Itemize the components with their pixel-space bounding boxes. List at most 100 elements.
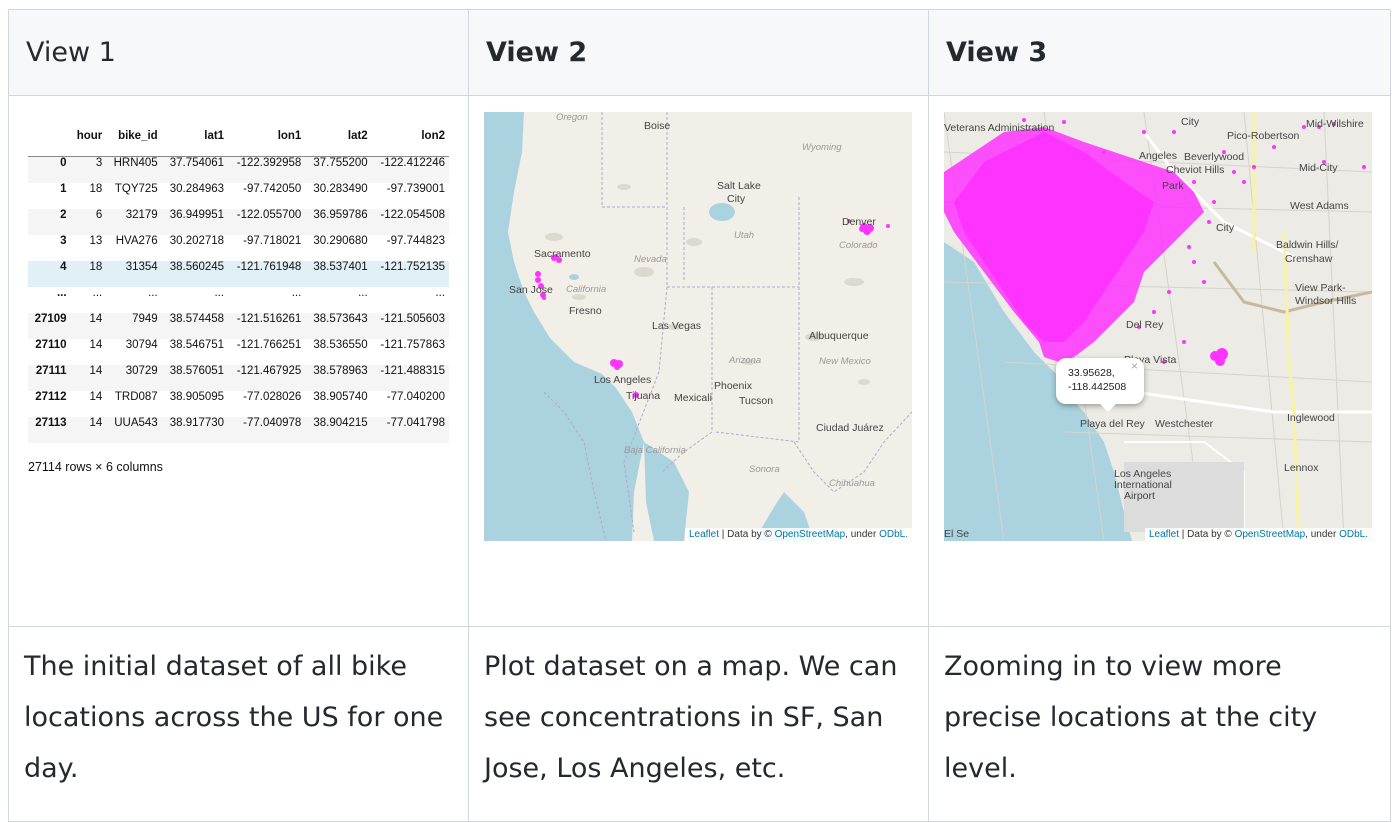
map-place-label: Playa del Rey: [1080, 418, 1145, 430]
map-place-label: Mid-City: [1299, 162, 1338, 174]
map-place-label: Fresno: [569, 305, 602, 317]
dataframe-cell: 3: [95, 157, 103, 169]
map-place-label: Tucson: [739, 395, 774, 407]
dataframe-cell: ...: [291, 287, 302, 299]
dataframe-index: 27109: [34, 313, 67, 325]
map-place-label: Westchester: [1155, 418, 1214, 430]
dataframe-cell: -121.757863: [380, 339, 445, 351]
dataframe-index: 0: [60, 157, 67, 169]
dataframe-cell: 37.755200: [313, 157, 368, 169]
dataframe-cell: UUA543: [114, 417, 158, 429]
map-place-label: Nevada: [634, 254, 667, 265]
map-place-label: El Se: [944, 528, 970, 540]
map-1-attribution: Leaflet | Data by © OpenStreetMap, under…: [684, 528, 912, 541]
dataframe-index: 4: [60, 261, 67, 273]
dataframe-column-header: lat2: [347, 130, 368, 142]
map-place-label: Windsor Hills: [1295, 295, 1357, 307]
dataframe-index: 1: [60, 183, 67, 195]
dataframe-cell: -122.054508: [380, 209, 445, 221]
dataframe-cell: -122.412246: [380, 157, 445, 169]
osm-link[interactable]: OpenStreetMap: [1234, 529, 1306, 540]
map-place-label: Sacramento: [534, 248, 591, 260]
dataframe: hour bike_id lat1 lon1 lat2 lon2 0 3 HRN405 37.7…: [28, 130, 449, 474]
map-place-label: Lennox: [1284, 462, 1319, 474]
map-place-label: Phoenix: [714, 380, 752, 392]
dataframe-cell: 38.536550: [313, 339, 368, 351]
map-place-label: Pico-Robertson: [1227, 130, 1300, 142]
map-place-label: Beverlywood: [1184, 151, 1245, 163]
odbl-link[interactable]: ODbL.: [1339, 529, 1368, 540]
dataframe-cell: ...: [214, 287, 225, 299]
dataframe-cell: 37.754061: [169, 157, 225, 169]
leaflet-link[interactable]: Leaflet: [1148, 529, 1180, 540]
dataframe-cell: -121.467925: [236, 365, 302, 377]
dataframe-cell: -97.744823: [386, 235, 445, 247]
bike-location-markers: [535, 219, 890, 398]
dataframe-cell: 38.905740: [313, 391, 368, 403]
la-map[interactable]: Veterans Administration City Pico-Robertso…: [944, 112, 1372, 541]
map-place-label: Boise: [644, 120, 671, 132]
dataframe-cell: 38.546751: [169, 339, 225, 351]
map-place-label: Los Angeles: [594, 374, 652, 386]
map-place-label: Tijuana: [626, 390, 661, 402]
dataframe-index: 2: [60, 209, 67, 221]
view-1-cell: hour bike_id lat1 lon1 lat2 lon2 0 3 HRN405 37.7…: [8, 95, 469, 627]
dataframe-cell: -97.742050: [243, 183, 302, 195]
dataframe-cell: -77.040978: [243, 417, 302, 429]
dataframe-cell: -97.739001: [386, 183, 445, 195]
map-place-label: Mid-Wilshire: [1306, 118, 1364, 130]
dataframe-column-header: bike_id: [118, 130, 158, 142]
dataframe-cell: 18: [89, 183, 103, 195]
osm-link[interactable]: OpenStreetMap: [774, 529, 846, 540]
dataframe-row: 4 18 31354 38.560245 -121.761948 38.537401 -12…: [28, 261, 449, 287]
dataframe-cell: 30.283490: [313, 183, 368, 195]
dataframe-column-header: [28, 130, 71, 157]
map-place-label: International: [1114, 479, 1172, 491]
dataframe-shape: 27114 rows × 6 columns: [28, 460, 163, 474]
view-3-cell: Veterans Administration City Pico-Robertso…: [928, 95, 1391, 627]
leaflet-link[interactable]: Leaflet: [688, 529, 720, 540]
dataframe-index: 27110: [35, 339, 67, 351]
dataframe-index: ...: [56, 287, 67, 299]
dataframe-row: 0 3 HRN405 37.754061 -122.392958 37.755200 -12…: [28, 156, 449, 183]
map-place-label: Mexicali: [674, 392, 712, 404]
map-place-label: Denver: [842, 216, 876, 228]
header-view-2: View 2: [468, 9, 929, 96]
map-place-label: Los Angeles: [1114, 468, 1172, 480]
dataframe-cell: 6: [95, 209, 103, 221]
dataframe-cell: -77.041798: [386, 417, 445, 429]
dataframe-table: hour bike_id lat1 lon1 lat2 lon2 0 3 HRN405 37.7…: [28, 130, 449, 443]
caption-view-3: Zooming in to view more precise location…: [928, 626, 1391, 822]
dataframe-index: 27111: [35, 365, 67, 377]
dataframe-row: 2 6 32179 36.949951 -122.055700 36.959786 -122…: [28, 209, 449, 235]
map-place-label: Chihuahua: [829, 478, 875, 489]
dataframe-cell: 14: [89, 313, 103, 325]
dataframe-column-header: lon1: [277, 130, 302, 142]
dataframe-cell: 38.917730: [169, 417, 225, 429]
popup-close-icon[interactable]: ×: [1130, 359, 1138, 373]
dataframe-cell: TRD087: [114, 391, 158, 403]
map-place-label: West Adams: [1290, 200, 1349, 212]
dataframe-cell: 18: [89, 261, 103, 273]
us-map[interactable]: Oregon Boise Wyoming Salt Lake City Utah Nevad…: [484, 112, 912, 541]
map-place-label: City: [1216, 222, 1235, 234]
dataframe-cell: 30.202718: [169, 235, 225, 247]
dataframe-cell: 30.290680: [313, 235, 368, 247]
dataframe-cell: -121.752135: [380, 261, 445, 273]
map-place-label: Albuquerque: [809, 330, 869, 342]
odbl-link[interactable]: ODbL.: [879, 529, 908, 540]
dataframe-cell: -122.055700: [236, 209, 302, 221]
header-view-1: View 1: [8, 9, 469, 96]
dataframe-cell: ...: [435, 287, 445, 299]
dataframe-cell: 38.905095: [169, 391, 225, 403]
dataframe-row: .....................: [28, 287, 449, 313]
map-place-label: Oregon: [556, 112, 588, 123]
dataframe-cell: 38.574458: [169, 313, 225, 325]
map-place-label: New Mexico: [819, 356, 871, 367]
dataframe-cell: 14: [89, 417, 103, 429]
dataframe-cell: -97.718021: [243, 235, 302, 247]
map-place-label: San Jose: [509, 284, 553, 296]
dataframe-row: 27109 14 7949 38.574458 -121.516261 38.573643…: [28, 313, 449, 339]
map-place-label: Salt Lake: [717, 180, 761, 192]
dataframe-cell: -121.516261: [236, 313, 302, 325]
